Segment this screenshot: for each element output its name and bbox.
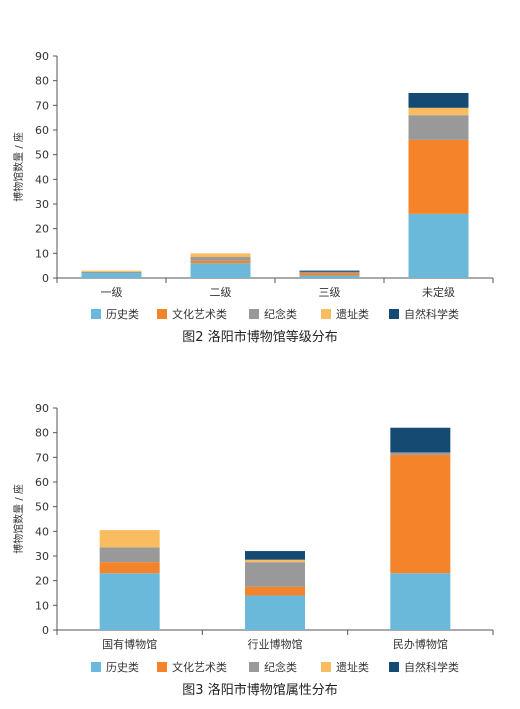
chart1-y-tick-label: 40 bbox=[35, 173, 49, 186]
chart1-bar-segment bbox=[408, 139, 469, 214]
chart2-bar-segment bbox=[99, 573, 160, 630]
chart1-bar-segment bbox=[408, 93, 469, 108]
chart1-legend-label: 遗址类 bbox=[336, 307, 369, 321]
chart1-legend-swatch bbox=[91, 309, 101, 319]
chart1-bar-segment bbox=[190, 257, 251, 261]
chart2-bar-segment bbox=[245, 586, 305, 596]
chart2-y-tick-label: 60 bbox=[35, 476, 49, 489]
chart2-y-tick-label: 70 bbox=[35, 451, 49, 464]
chart2-bar-segment bbox=[99, 530, 160, 548]
chart2-y-tick-label: 30 bbox=[35, 550, 49, 563]
chart2-y-tick-label: 80 bbox=[35, 427, 49, 440]
chart2-bar-segment bbox=[99, 562, 160, 574]
chart1-legend-swatch bbox=[157, 309, 167, 319]
chart2-bar-segment bbox=[245, 559, 305, 563]
chart1-y-tick-label: 80 bbox=[35, 75, 49, 88]
chart1-legend-swatch bbox=[249, 309, 259, 319]
chart1-category-label: 未定级 bbox=[422, 285, 455, 299]
chart1-bar-segment bbox=[81, 270, 142, 272]
chart1-y-tick-label: 30 bbox=[35, 198, 49, 211]
chart1-legend-label: 纪念类 bbox=[264, 307, 297, 321]
chart1-legend-swatch bbox=[321, 309, 331, 319]
chart1-caption: 图2 洛阳市博物馆等级分布 bbox=[182, 329, 337, 345]
chart1-bar-segment bbox=[299, 273, 360, 276]
chart2-bar-segment bbox=[99, 547, 160, 563]
chart1-y-tick-label: 0 bbox=[42, 272, 49, 285]
chart1-bar-segment bbox=[190, 260, 251, 264]
chart1-legend-swatch bbox=[389, 309, 399, 319]
chart1-bar-segment bbox=[299, 275, 360, 278]
chart1-category-label: 一级 bbox=[101, 286, 123, 299]
chart2-y-tick-label: 20 bbox=[35, 575, 49, 588]
chart2-legend-swatch bbox=[249, 662, 259, 672]
chart1-legend-label: 文化艺术类 bbox=[172, 307, 227, 321]
chart2-legend-label: 纪念类 bbox=[264, 660, 297, 674]
chart1-y-tick-label: 90 bbox=[35, 50, 49, 63]
chart1-bar-segment bbox=[408, 115, 469, 140]
chart2-legend-swatch bbox=[321, 662, 331, 672]
chart1-bar-segment bbox=[81, 273, 142, 278]
chart2-legend-swatch bbox=[389, 662, 399, 672]
chart2-y-tick-label: 10 bbox=[35, 599, 49, 612]
chart1-bar-segment bbox=[299, 270, 360, 272]
chart2-legend-label: 遗址类 bbox=[336, 660, 369, 674]
chart2-category-label: 行业博物馆 bbox=[248, 637, 303, 651]
chart1-bar-segment bbox=[408, 213, 469, 278]
chart1-bar-segment bbox=[81, 271, 142, 274]
chart1-bar-segment bbox=[190, 263, 251, 278]
chart2-bar-segment bbox=[390, 573, 451, 630]
chart2-bar-segment bbox=[390, 427, 451, 453]
chart2-y-axis-title: 博物馆数量 / 座 bbox=[12, 484, 25, 554]
chart2-caption: 图3 洛阳市博物馆属性分布 bbox=[182, 682, 337, 698]
chart2-bar-segment bbox=[245, 562, 305, 587]
chart1-y-tick-label: 60 bbox=[35, 124, 49, 137]
chart2-y-tick-label: 50 bbox=[35, 501, 49, 514]
chart2-category-label: 民办博物馆 bbox=[393, 637, 448, 651]
chart1-y-axis-title: 博物馆数量 / 座 bbox=[12, 132, 25, 202]
chart2-bar-segment bbox=[245, 595, 305, 630]
chart2-bar-segment bbox=[390, 452, 451, 455]
chart1-y-tick-label: 70 bbox=[35, 99, 49, 112]
chart1-y-tick-label: 20 bbox=[35, 223, 49, 236]
chart1-bar-segment bbox=[408, 107, 469, 116]
chart2-bar-segment bbox=[245, 551, 305, 560]
chart2-legend-swatch bbox=[91, 662, 101, 672]
chart2-legend-label: 自然科学类 bbox=[404, 660, 459, 674]
chart1-y-tick-label: 10 bbox=[35, 247, 49, 260]
chart1-category-label: 三级 bbox=[319, 286, 341, 299]
chart2-y-tick-label: 0 bbox=[42, 624, 49, 637]
chart2-category-label: 国有博物馆 bbox=[102, 637, 157, 651]
chart2-bar-segment bbox=[390, 454, 451, 574]
chart1-bar-segment bbox=[190, 253, 251, 258]
chart1-bar-segment bbox=[299, 271, 360, 274]
chart1-category-label: 二级 bbox=[210, 286, 232, 299]
chart2-y-tick-label: 40 bbox=[35, 525, 49, 538]
chart2-legend-label: 历史类 bbox=[106, 660, 139, 674]
chart1-y-tick-label: 50 bbox=[35, 149, 49, 162]
chart2-legend-label: 文化艺术类 bbox=[172, 660, 227, 674]
chart1-legend-label: 自然科学类 bbox=[404, 307, 459, 321]
chart1-legend-label: 历史类 bbox=[106, 307, 139, 321]
chart2-y-tick-label: 90 bbox=[35, 402, 49, 415]
chart2-legend-swatch bbox=[157, 662, 167, 672]
